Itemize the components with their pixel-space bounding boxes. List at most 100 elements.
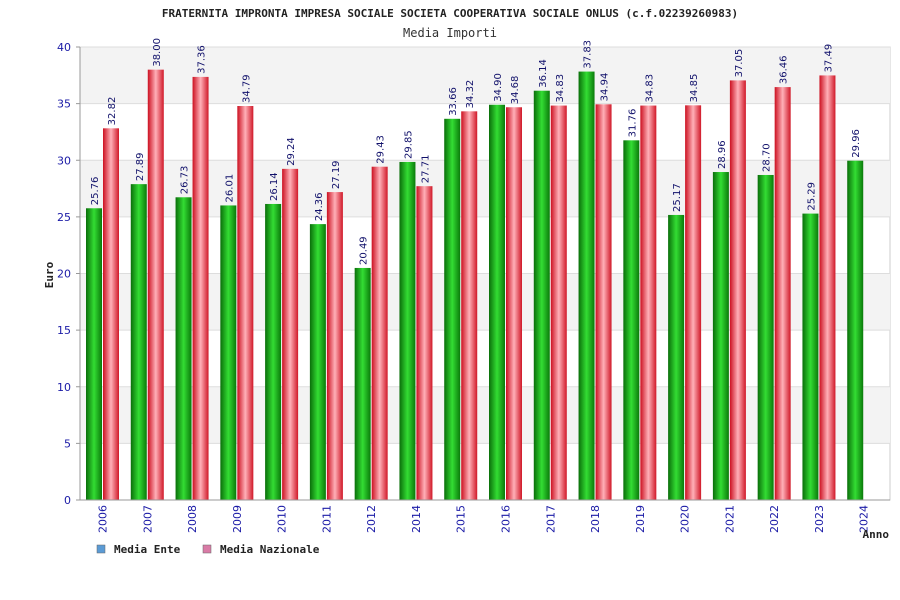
x-tick-label: 2019 — [634, 505, 647, 533]
chart-title: FRATERNITA IMPRONTA IMPRESA SOCIALE SOCI… — [162, 7, 738, 20]
grid-band — [80, 47, 890, 104]
bar-media-nazionale — [550, 105, 567, 501]
y-axis: 0 5 10 15 20 25 30 35 40 — [57, 41, 81, 507]
data-label: 37.49 — [823, 44, 834, 73]
bar-media-nazionale — [729, 80, 746, 500]
data-label: 34.32 — [465, 80, 476, 109]
bar-media-nazionale — [595, 104, 612, 500]
x-tick-label: 2012 — [365, 505, 378, 533]
bar-media-ente — [533, 90, 550, 500]
data-label: 28.70 — [762, 143, 773, 172]
legend-swatch — [202, 544, 212, 554]
y-tick-label: 5 — [64, 437, 71, 450]
bar-media-nazionale — [282, 168, 299, 500]
bar-media-nazionale — [147, 69, 164, 501]
bar-media-nazionale — [461, 111, 478, 501]
data-label: 25.17 — [672, 183, 683, 212]
data-label: 29.96 — [851, 129, 862, 158]
data-label: 37.36 — [197, 45, 208, 74]
data-label: 29.85 — [403, 130, 414, 159]
x-tick-label: 2017 — [544, 505, 557, 533]
x-tick-label: 2008 — [186, 505, 199, 533]
x-tick-label: 2021 — [723, 505, 736, 533]
plot-background — [79, 46, 891, 501]
data-label: 26.14 — [269, 172, 280, 201]
data-label: 34.68 — [510, 76, 521, 105]
bar-media-nazionale — [371, 166, 388, 500]
bar-media-nazionale — [774, 87, 791, 500]
grid-band — [80, 273, 890, 331]
data-label: 20.49 — [359, 236, 370, 265]
bar-media-ente — [802, 213, 819, 500]
y-tick-label: 40 — [57, 41, 71, 54]
x-tick-label: 2009 — [231, 505, 244, 533]
data-label: 34.83 — [644, 74, 655, 103]
bar-media-nazionale — [685, 105, 702, 500]
bar-media-ente — [444, 118, 461, 500]
bar-media-ente — [399, 161, 416, 501]
bar-media-nazionale — [640, 105, 657, 501]
data-label: 29.43 — [376, 135, 387, 164]
data-label: 26.73 — [180, 166, 191, 195]
data-label: 25.29 — [806, 182, 817, 211]
y-tick-label: 15 — [57, 324, 71, 337]
bar-media-nazionale — [237, 106, 254, 501]
data-label: 33.66 — [448, 87, 459, 116]
legend-label: Media Nazionale — [220, 543, 320, 556]
bar-media-ente — [668, 214, 685, 500]
data-label: 34.90 — [493, 73, 504, 102]
bar-media-ente — [175, 197, 192, 500]
x-tick-label: 2018 — [589, 505, 602, 533]
bar-media-ente — [757, 174, 774, 500]
data-label: 34.85 — [689, 74, 700, 103]
data-label: 31.76 — [627, 109, 638, 138]
grid-band — [80, 386, 890, 444]
data-label: 26.01 — [224, 174, 235, 203]
y-tick-label: 20 — [57, 268, 71, 281]
x-tick-label: 2022 — [768, 505, 781, 533]
data-label: 25.76 — [90, 177, 101, 206]
bar-media-ente — [220, 205, 237, 500]
bars-group: 25.76 32.82 27.89 38.00 26.73 37.36 26.01 34.79… — [86, 38, 864, 501]
bar-media-nazionale — [192, 76, 209, 500]
legend-swatch — [96, 544, 106, 554]
x-tick-label: 2010 — [276, 505, 289, 533]
bar-media-nazionale — [506, 107, 522, 501]
y-tick-label: 25 — [57, 211, 71, 224]
y-tick-label: 35 — [57, 98, 71, 111]
x-tick-label: 2023 — [813, 505, 826, 533]
data-label: 36.46 — [779, 55, 790, 84]
x-tick-label: 2020 — [679, 505, 692, 533]
x-tick-label: 2015 — [455, 505, 468, 533]
data-label: 32.82 — [107, 97, 118, 126]
data-label: 29.24 — [286, 137, 297, 166]
data-label: 27.89 — [135, 153, 146, 182]
bar-media-nazionale — [416, 186, 433, 500]
data-label: 38.00 — [152, 38, 163, 67]
x-tick-label: 2006 — [97, 505, 110, 533]
bar-media-nazionale — [326, 192, 343, 501]
data-label: 36.14 — [538, 59, 549, 88]
x-tick-label: 2014 — [410, 505, 423, 533]
bar-media-ente — [354, 267, 371, 500]
x-axis-label: Anno — [863, 528, 890, 541]
data-label: 34.83 — [555, 74, 566, 103]
bar-media-ente — [265, 203, 282, 501]
x-tick-label: 2011 — [320, 505, 333, 533]
bar-media-ente — [623, 140, 640, 500]
x-tick-label: 2024 — [858, 505, 871, 533]
x-tick-label: 2007 — [141, 505, 154, 533]
bar-media-ente — [847, 160, 864, 500]
bar-media-nazionale — [103, 128, 119, 500]
y-tick-label: 0 — [64, 494, 71, 507]
data-label: 37.05 — [734, 49, 745, 78]
bar-media-ente — [578, 71, 595, 500]
data-label: 34.79 — [241, 74, 252, 103]
bar-media-ente — [489, 104, 505, 500]
bar-media-ente — [712, 172, 729, 500]
bar-media-ente — [130, 184, 147, 500]
y-tick-label: 30 — [57, 154, 71, 167]
bar-media-nazionale — [819, 75, 836, 500]
data-label: 27.19 — [331, 160, 342, 189]
